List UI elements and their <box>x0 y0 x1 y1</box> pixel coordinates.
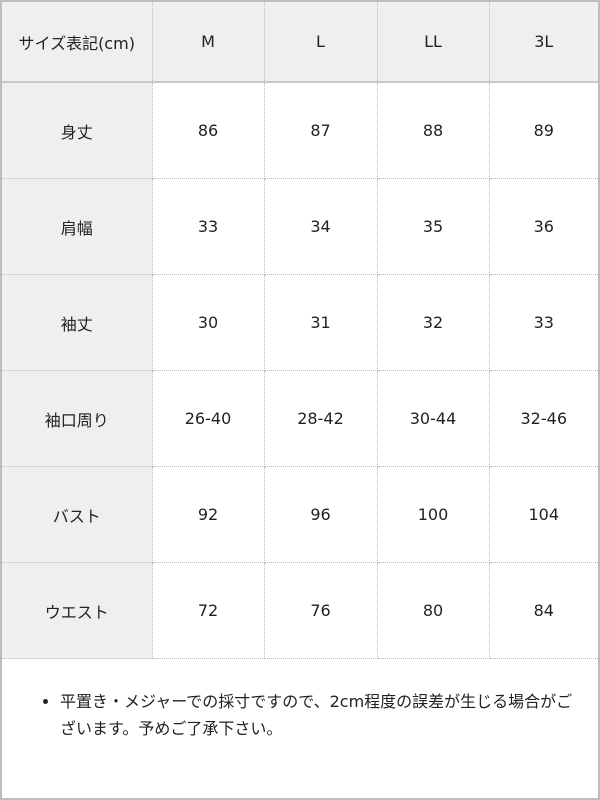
value-cell: 30 <box>152 274 265 371</box>
value-cell: 100 <box>377 466 490 563</box>
header-cell: サイズ表記(cm) <box>2 2 153 83</box>
table-row: 肩幅 33 34 35 36 <box>2 178 598 275</box>
value-cell: 32-46 <box>489 370 598 467</box>
value-cell: 34 <box>264 178 378 275</box>
table-row: 身丈 86 87 88 89 <box>2 82 598 179</box>
value-cell: 104 <box>489 466 598 563</box>
table-row: 袖口周り 26-40 28-42 30-44 32-46 <box>2 370 598 467</box>
header-cell: L <box>264 2 378 83</box>
header-cell: 3L <box>489 2 598 83</box>
value-cell: 72 <box>152 562 265 659</box>
value-cell: 92 <box>152 466 265 563</box>
value-cell: 26-40 <box>152 370 265 467</box>
row-label: ウエスト <box>2 562 153 659</box>
value-cell: 28-42 <box>264 370 378 467</box>
header-cell: LL <box>377 2 490 83</box>
value-cell: 76 <box>264 562 378 659</box>
row-label: 袖口周り <box>2 370 153 467</box>
value-cell: 30-44 <box>377 370 490 467</box>
header-row: サイズ表記(cm) M L LL 3L <box>2 2 598 83</box>
table-row: 袖丈 30 31 32 33 <box>2 274 598 371</box>
value-cell: 35 <box>377 178 490 275</box>
row-label: バスト <box>2 466 153 563</box>
value-cell: 80 <box>377 562 490 659</box>
value-cell: 87 <box>264 82 378 179</box>
table-row: ウエスト 72 76 80 84 <box>2 562 598 659</box>
row-label: 身丈 <box>2 82 153 179</box>
value-cell: 33 <box>152 178 265 275</box>
row-label: 袖丈 <box>2 274 153 371</box>
note: 平置き・メジャーでの採寸ですので、2cm程度の誤差が生じる場合がございます。予め… <box>40 688 580 742</box>
size-table: サイズ表記(cm) M L LL 3L 身丈 86 87 88 89 肩幅 33 34 35 36… <box>2 2 598 659</box>
value-cell: 33 <box>489 274 598 371</box>
header-cell: M <box>152 2 265 83</box>
value-cell: 88 <box>377 82 490 179</box>
note-item: 平置き・メジャーでの採寸ですので、2cm程度の誤差が生じる場合がございます。予め… <box>60 688 580 742</box>
value-cell: 32 <box>377 274 490 371</box>
value-cell: 96 <box>264 466 378 563</box>
value-cell: 36 <box>489 178 598 275</box>
value-cell: 31 <box>264 274 378 371</box>
row-label: 肩幅 <box>2 178 153 275</box>
value-cell: 89 <box>489 82 598 179</box>
value-cell: 84 <box>489 562 598 659</box>
table-row: バスト 92 96 100 104 <box>2 466 598 563</box>
value-cell: 86 <box>152 82 265 179</box>
